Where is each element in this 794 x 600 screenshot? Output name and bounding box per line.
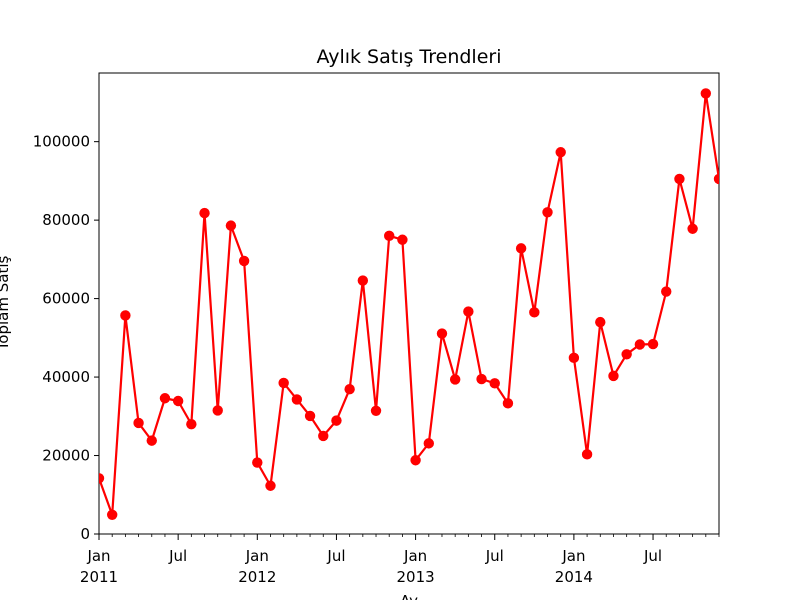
data-point [661,286,672,297]
series-layer [99,88,719,520]
x-tick-label: Jul [643,547,662,565]
data-point [674,173,685,185]
x-axis-label: Ay [400,592,418,600]
data-point [278,377,289,389]
series-clip-group [99,88,719,520]
data-point [502,398,514,409]
y-tick-label: 0 [80,525,90,543]
x-tick-year-label: 2012 [238,568,276,586]
data-point [146,435,157,446]
data-point [687,223,698,234]
data-point [634,339,646,350]
data-point [515,243,527,254]
data-point [304,410,316,422]
data-point [581,449,593,460]
data-point [225,220,237,231]
data-point [555,147,566,158]
data-point [476,373,487,385]
y-axis-label: Toplam Satış [0,256,12,352]
y-tick-label: 20000 [42,447,90,465]
data-point [647,338,659,350]
x-tick-label: Jul [326,547,345,565]
x-tick-year-label: 2013 [397,568,435,586]
x-tick-label: Jul [485,547,504,565]
y-axis: 0 20000 40000 60000 80000 100000 [33,133,99,543]
x-axis: Jan 2011 Jul Jan 2012 Jul Jan 2013 Jul Jan 2014 Jul [80,534,662,586]
data-point [265,480,276,491]
data-point [410,455,421,466]
y-tick-label: 40000 [42,368,90,386]
data-point [397,234,408,245]
chart-title: Aylık Satış Trendleri [317,46,502,68]
data-point [291,394,303,405]
x-tick-label: Jul [168,547,187,565]
x-tick-label: Jan [403,547,427,565]
data-point [252,457,263,468]
data-point [172,395,184,407]
data-point [186,418,197,430]
data-point [713,173,719,185]
x-axis-minor-ticks [111,534,720,537]
data-point [344,384,355,395]
x-tick-label: Jan [561,547,585,565]
y-tick-label: 60000 [42,290,90,308]
data-point [423,438,434,449]
x-tick-label: Jan [245,547,269,565]
data-point [384,230,395,242]
axes-frame [98,72,720,535]
data-point [489,378,500,389]
data-point [99,473,105,484]
x-tick-year-label: 2014 [555,568,593,586]
data-point [120,310,131,321]
data-point [568,352,580,364]
data-point [370,405,382,417]
y-tick-label: 100000 [33,133,90,151]
data-point [621,349,632,360]
data-point [529,307,540,318]
data-point [608,370,619,382]
data-point [212,405,223,416]
data-point [133,417,144,429]
data-point [318,430,329,442]
data-point [357,275,369,286]
data-point [238,255,250,267]
y-tick-label: 80000 [42,211,90,229]
data-point [436,328,448,339]
data-point [106,509,118,520]
data-point [199,207,210,219]
data-point [159,393,171,404]
data-point [542,207,553,218]
data-point [463,306,474,317]
data-point [449,374,461,385]
data-point [331,415,342,426]
data-point [595,316,606,328]
data-point [700,88,712,99]
x-tick-year-label: 2011 [80,568,118,586]
x-tick-label: Jan [86,547,110,565]
